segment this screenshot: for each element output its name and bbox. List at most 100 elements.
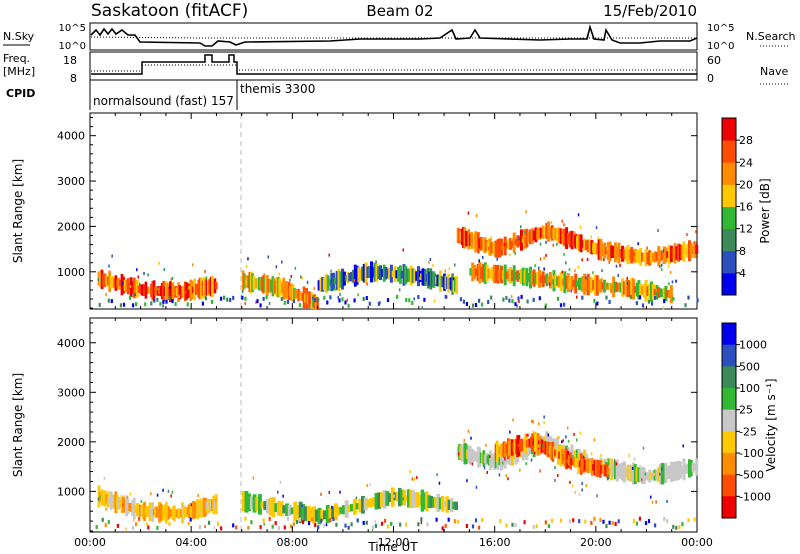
- echo-speckle: [333, 287, 336, 291]
- near-range-cell: [377, 301, 380, 306]
- echo-speckle: [619, 264, 621, 267]
- echo-cell: [282, 505, 287, 514]
- echo-cell: [574, 449, 578, 463]
- near-range-cell: [386, 298, 390, 303]
- echo-cell: [363, 497, 368, 511]
- near-range-cell: [423, 297, 426, 302]
- y-tick-label: 4000: [57, 337, 85, 350]
- near-range-cell: [684, 303, 687, 308]
- echo-cell: [160, 505, 164, 520]
- echo-speckle: [185, 290, 187, 294]
- echo-cell: [397, 266, 401, 282]
- near-range-cell: [399, 522, 402, 527]
- echo-cell: [166, 505, 169, 521]
- echo-cell: [420, 273, 423, 280]
- echo-speckle: [428, 260, 430, 264]
- near-range-cell: [283, 525, 286, 530]
- echo-cell: [651, 284, 655, 300]
- echo-speckle: [188, 286, 190, 290]
- time-axis-label: Time UT: [367, 540, 418, 554]
- colorbar-tick-label: -100: [739, 447, 764, 460]
- echo-cell: [541, 271, 545, 288]
- nsky-strip: N.Sky 10^5 10^0 10^5 10^0 N.Search: [3, 22, 796, 52]
- echo-cell: [390, 487, 395, 507]
- echo-cell: [630, 465, 634, 482]
- near-range-cell: [408, 298, 411, 303]
- near-range-cell: [520, 294, 523, 299]
- echo-cell: [604, 282, 608, 290]
- colorbar-swatch: [722, 388, 736, 411]
- colorbar-tick-label: 8: [739, 245, 746, 258]
- echo-speckle: [140, 500, 143, 503]
- colorbar-swatch: [722, 366, 736, 389]
- echo-cell: [304, 506, 308, 521]
- echo-cell: [173, 505, 176, 522]
- echo-cell: [586, 239, 590, 253]
- echo-speckle: [190, 503, 193, 507]
- echo-speckle: [467, 429, 470, 433]
- echo-cell: [333, 503, 338, 521]
- echo-speckle: [122, 281, 124, 285]
- near-range-cell: [693, 517, 696, 522]
- near-range-cell: [174, 302, 177, 306]
- echo-cell: [505, 242, 509, 249]
- echo-cell: [181, 286, 184, 297]
- echo-cell: [448, 278, 452, 289]
- echo-cell: [585, 240, 588, 250]
- colorbar-swatch: [722, 431, 736, 454]
- echo-cell: [336, 506, 341, 516]
- echo-cell: [490, 242, 494, 254]
- echo-cell: [120, 495, 124, 514]
- echo-speckle: [518, 300, 520, 303]
- echo-speckle: [613, 459, 616, 463]
- echo-cell: [535, 434, 538, 453]
- echo-cell: [183, 281, 187, 301]
- echo-band: [317, 248, 458, 310]
- near-range-cell: [320, 518, 323, 523]
- echo-speckle: [644, 472, 647, 476]
- echo-cell: [436, 493, 440, 513]
- near-range-cell: [608, 300, 611, 304]
- echo-speckle: [139, 282, 141, 286]
- echo-speckle: [597, 236, 600, 240]
- echo-speckle: [569, 480, 571, 484]
- echo-cell: [655, 469, 659, 480]
- echo-cell: [112, 277, 116, 288]
- echo-cell: [584, 459, 587, 471]
- echo-cell: [675, 461, 679, 481]
- echo-cell: [689, 243, 693, 258]
- echo-cell: [509, 238, 513, 250]
- echo-speckle: [416, 476, 418, 479]
- echo-speckle: [531, 419, 533, 423]
- echo-cell: [664, 285, 668, 302]
- echo-cell: [196, 499, 199, 519]
- echo-cell: [608, 241, 612, 262]
- echo-cell: [677, 461, 681, 480]
- near-range-cell: [474, 303, 478, 307]
- echo-cell: [123, 279, 127, 292]
- echo-cell: [688, 459, 691, 478]
- near-range-cell: [301, 520, 305, 525]
- echo-cell: [287, 504, 292, 516]
- echo-cell: [350, 272, 354, 282]
- echo-cell: [650, 252, 653, 263]
- echo-cell: [97, 485, 101, 508]
- echo-cell: [471, 237, 475, 245]
- echo-cell: [525, 228, 529, 248]
- echo-cell: [119, 499, 122, 509]
- echo-cell: [129, 502, 133, 513]
- echo-speckle: [666, 499, 668, 503]
- echo-cell: [501, 450, 505, 468]
- echo-cell: [393, 492, 397, 501]
- echo-cell: [117, 278, 121, 290]
- echo-speckle: [641, 478, 643, 482]
- echo-cell: [283, 283, 287, 296]
- near-range-cell: [292, 299, 295, 303]
- echo-speckle: [204, 525, 206, 529]
- echo-cell: [188, 504, 191, 519]
- near-range-cell: [189, 517, 192, 522]
- echo-speckle: [402, 248, 404, 252]
- near-range-cell: [241, 295, 244, 300]
- echo-cell: [158, 502, 161, 523]
- echo-speckle: [301, 276, 303, 280]
